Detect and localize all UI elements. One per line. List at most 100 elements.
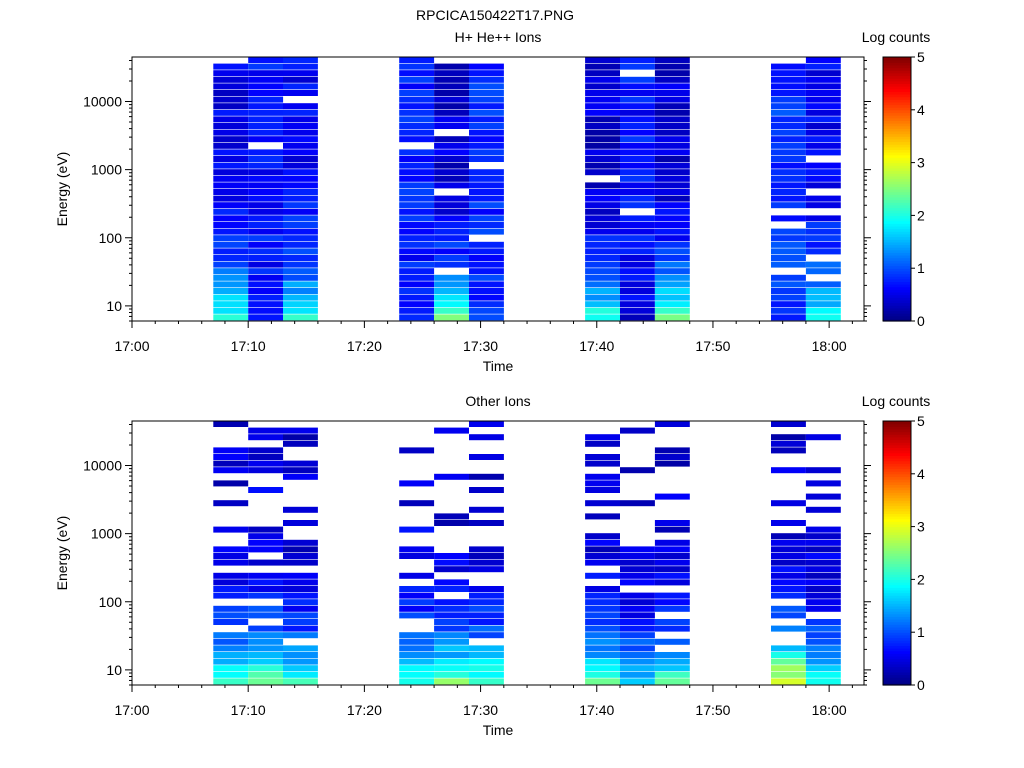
spectrogram-cell (585, 592, 620, 599)
spectrogram-cell (771, 440, 806, 447)
spectrogram-column (805, 434, 841, 685)
panel-title: H+ He++ Ions (455, 29, 542, 45)
colorbar-segment (883, 93, 911, 98)
spectrogram-cell (469, 559, 504, 566)
spectrogram-cell (805, 307, 841, 314)
spectrogram-cell (434, 513, 469, 520)
spectrogram-cell (620, 96, 655, 103)
spectrogram-cell (248, 149, 284, 156)
colorbar-segment (883, 626, 911, 631)
spectrogram-cell (654, 307, 690, 314)
spectrogram-cell (434, 235, 469, 242)
spectrogram-cell (434, 182, 469, 189)
spectrogram-cell (213, 294, 249, 301)
spectrogram-cell (213, 500, 249, 507)
spectrogram-cell (213, 189, 249, 195)
spectrogram-cell (213, 195, 249, 202)
spectrogram-cell (434, 638, 469, 645)
spectrogram-cell (585, 539, 620, 546)
spectrogram-cell (434, 149, 469, 156)
colorbar-segment (883, 178, 911, 182)
spectrogram-cell (620, 103, 655, 110)
spectrogram-cell (399, 96, 435, 103)
spectrogram-cell (283, 665, 318, 672)
spectrogram-cell (654, 559, 690, 566)
spectrogram-cell (434, 652, 469, 658)
colorbar-segment (883, 286, 911, 290)
colorbar-segment (883, 241, 911, 246)
colorbar-segment (883, 86, 911, 90)
spectrogram-column (283, 427, 318, 685)
spectrogram-cell (399, 169, 435, 176)
spectrogram-cell (654, 248, 690, 255)
colorbar-segment (883, 278, 911, 282)
colorbar-segment (883, 239, 911, 243)
spectrogram-cell (585, 665, 620, 672)
spectrogram-cell (771, 612, 806, 619)
colorbar-segment (883, 75, 911, 79)
colorbar-segment (883, 80, 911, 84)
spectrogram-column (585, 57, 620, 321)
spectrogram-cell (620, 162, 655, 169)
spectrogram-cell (399, 116, 435, 123)
spectrogram-cell (771, 658, 806, 665)
colorbar-segment (883, 149, 911, 153)
spectrogram-cell (654, 493, 690, 500)
spectrogram-cell (654, 129, 690, 136)
colorbar-segment (883, 426, 911, 430)
other-ions-panel: Other Ions 17:00 17:10 17:20 17:30 17:40 17:50… (54, 393, 930, 738)
spectrogram-cell (805, 645, 841, 652)
colorbar-segment (883, 457, 911, 462)
spectrogram-cell (399, 281, 435, 288)
spectrogram-cell (213, 142, 249, 149)
spectrogram-cell (585, 678, 620, 685)
spectrogram-cell (283, 288, 318, 294)
spectrogram-cell (283, 506, 318, 513)
spectrogram-cell (248, 274, 284, 281)
spectrogram-cell (248, 261, 284, 268)
colorbar-segment (883, 175, 911, 180)
colorbar-segment (883, 144, 911, 148)
spectrogram-cell (620, 605, 655, 612)
spectrogram-cell (771, 129, 806, 136)
spectrogram-cell (654, 572, 690, 579)
spectrogram-cell (585, 632, 620, 639)
spectrogram-cell (213, 149, 249, 156)
spectrogram-cell (283, 228, 318, 235)
spectrogram-cell (771, 421, 806, 427)
spectrogram-cell (248, 129, 284, 136)
spectrogram-column (771, 421, 806, 685)
spectrogram-cell (469, 632, 504, 639)
spectrogram-cell (620, 314, 655, 321)
x-tick-label: 17:00 (114, 702, 149, 718)
colorbar-segment (883, 215, 911, 219)
spectrogram-cell (585, 546, 620, 553)
spectrogram-cell (399, 175, 435, 182)
spectrogram-cell (469, 553, 504, 559)
spectrogram-cell (654, 103, 690, 110)
spectrogram-cell (771, 76, 806, 83)
colorbar-segment (883, 141, 911, 145)
colorbar-segment (883, 231, 911, 235)
spectrogram-cell (213, 83, 249, 90)
spectrogram-cell (469, 268, 504, 275)
spectrogram-cell (469, 671, 504, 678)
x-tick-label: 17:20 (347, 702, 382, 718)
spectrogram-cell (434, 70, 469, 77)
spectrogram-cell (654, 235, 690, 242)
spectrogram-cell (469, 619, 504, 625)
spectrogram-cell (469, 605, 504, 612)
colorbar-segment (883, 571, 911, 575)
spectrogram-cell (213, 572, 249, 579)
colorbar-segment (883, 167, 911, 172)
spectrogram-cell (654, 76, 690, 83)
spectrogram-cell (585, 202, 620, 209)
spectrogram-column (654, 57, 690, 321)
spectrogram-cell (434, 215, 469, 222)
spectrogram-cell (654, 605, 690, 612)
spectrogram-cell (654, 202, 690, 209)
colorbar-segment (883, 658, 911, 662)
spectrogram-cell (434, 228, 469, 235)
spectrogram-cell (585, 307, 620, 314)
spectrogram-cell (805, 579, 841, 586)
